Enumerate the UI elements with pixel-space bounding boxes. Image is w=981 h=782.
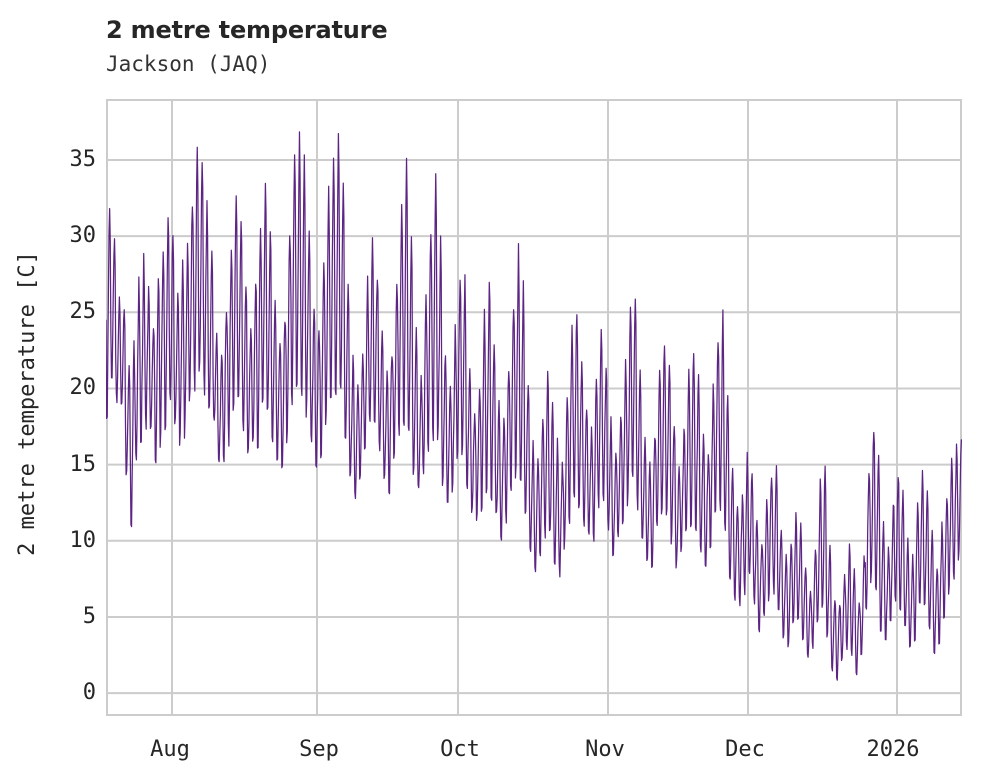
y-tick-label: 35: [69, 146, 97, 172]
x-tick-label: Oct: [440, 737, 480, 762]
y-tick-label: 15: [69, 451, 97, 477]
x-tick-label: Dec: [725, 737, 765, 762]
x-tick-label: 2026: [866, 737, 920, 762]
x-tick-label: Nov: [585, 737, 625, 762]
y-tick-label: 30: [69, 223, 97, 249]
x-tick-label: Sep: [299, 737, 339, 762]
chart-title: 2 metre temperature: [106, 16, 388, 44]
y-tick-label: 10: [69, 527, 97, 553]
y-tick-label: 20: [69, 375, 97, 401]
x-tick-label: Aug: [150, 737, 190, 762]
plot-svg: [106, 99, 962, 716]
y-tick-label: 5: [82, 603, 96, 629]
plot-area: [106, 99, 962, 716]
plot-border: [106, 99, 962, 716]
y-axis-tick-labels: 0 5 10 15 20 25 30 35: [0, 0, 97, 782]
temperature-series-line: [106, 131, 962, 681]
y-tick-label: 25: [69, 299, 97, 325]
chart-subtitle: Jackson (JAQ): [106, 52, 271, 76]
y-tick-label: 0: [82, 680, 96, 706]
